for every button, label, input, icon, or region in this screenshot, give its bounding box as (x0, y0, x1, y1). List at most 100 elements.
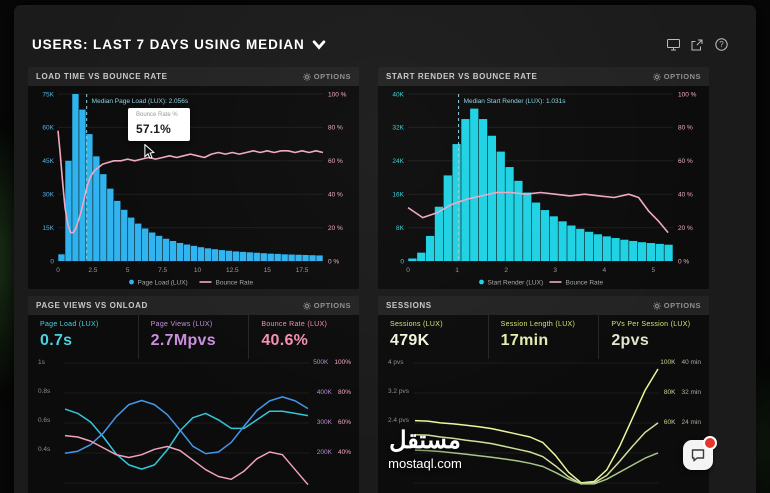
svg-text:0 %: 0 % (328, 258, 339, 265)
watermark: مستقل mostaql.com (330, 426, 520, 471)
svg-text:45K: 45K (42, 158, 54, 165)
svg-text:4: 4 (602, 267, 606, 274)
help-icon[interactable]: ? (714, 38, 728, 52)
share-icon[interactable] (690, 38, 704, 52)
svg-text:Bounce Rate: Bounce Rate (216, 280, 254, 287)
panel-title: LOAD TIME VS BOUNCE RATE (36, 72, 168, 81)
svg-text:0 %: 0 % (678, 258, 689, 265)
metric-sessions: Sessions (LUX) 479K (390, 321, 443, 349)
svg-text:5: 5 (652, 267, 656, 274)
options-button[interactable]: OPTIONS (302, 301, 351, 310)
svg-text:?: ? (719, 40, 724, 49)
chart-area[interactable]: Page Load (LUX) 0.7s Page Views (LUX) 2.… (28, 315, 359, 493)
options-button[interactable]: OPTIONS (652, 301, 701, 310)
start-render-histogram: 40K 100 % 32K 80 % 24K 60 % 16K 40 % 8K 20 % 0 0 % 0… (378, 86, 709, 289)
svg-text:12.5: 12.5 (226, 267, 239, 274)
svg-text:40K: 40K (392, 91, 404, 98)
gear-icon (652, 301, 661, 310)
svg-text:100 %: 100 % (678, 91, 697, 98)
metric-page-views: Page Views (LUX) 2.7Mpvs (137, 315, 249, 359)
svg-text:Median Page Load (LUX): 2.056s: Median Page Load (LUX): 2.056s (92, 98, 189, 105)
panel-start-render-vs-bounce-rate: START RENDER VS BOUNCE RATE OPTIONS 40K 1… (378, 67, 709, 289)
options-button[interactable]: OPTIONS (652, 72, 701, 81)
svg-text:0: 0 (406, 267, 410, 274)
svg-text:100 %: 100 % (328, 91, 347, 98)
metric-pvs-per-session: PVs Per Session (LUX) 2pvs (598, 315, 709, 359)
svg-text:16K: 16K (392, 192, 404, 199)
sessions-line-chart (414, 362, 659, 493)
svg-text:0: 0 (50, 258, 54, 265)
svg-text:5: 5 (126, 267, 130, 274)
chat-widget-button[interactable] (683, 436, 717, 470)
options-button[interactable]: OPTIONS (302, 72, 351, 81)
svg-text:15: 15 (264, 267, 272, 274)
page-views-line-chart (64, 362, 309, 493)
panel-title: START RENDER VS BOUNCE RATE (386, 72, 538, 81)
metrics-row: Page Load (LUX) 0.7s Page Views (LUX) 2.… (28, 315, 359, 359)
svg-text:80 %: 80 % (328, 125, 343, 132)
mouse-cursor-icon (144, 144, 155, 159)
svg-text:Start Render (LUX): Start Render (LUX) (488, 280, 544, 287)
svg-text:20 %: 20 % (678, 225, 693, 232)
svg-text:32K: 32K (392, 125, 404, 132)
svg-text:3: 3 (553, 267, 557, 274)
svg-text:Median Start Render (LUX): 1.0: Median Start Render (LUX): 1.031s (464, 98, 567, 105)
y-axis-right-labels: 500K 100% 400K 80% 300K 60% 200K 40% (313, 359, 351, 456)
watermark-domain: mostaql.com (388, 456, 462, 471)
dashboard-title-dropdown[interactable]: USERS: LAST 7 DAYS USING MEDIAN (32, 37, 326, 52)
svg-text:60 %: 60 % (678, 158, 693, 165)
metric-page-load: Page Load (LUX) 0.7s (40, 321, 99, 349)
svg-text:0: 0 (56, 267, 60, 274)
svg-text:17.5: 17.5 (296, 267, 309, 274)
svg-text:40 %: 40 % (678, 192, 693, 199)
svg-text:24K: 24K (392, 158, 404, 165)
chart-tooltip: Bounce Rate % 57.1% (128, 108, 190, 141)
metric-bounce-rate: Bounce Rate (LUX) 40.6% (248, 315, 359, 359)
chat-bubble-icon (691, 449, 705, 462)
svg-text:7.5: 7.5 (158, 267, 167, 274)
svg-text:8K: 8K (396, 225, 405, 232)
svg-text:0: 0 (400, 258, 404, 265)
svg-text:75K: 75K (42, 91, 54, 98)
svg-text:2.5: 2.5 (88, 267, 97, 274)
watermark-arabic: مستقل (389, 427, 461, 454)
panel-load-time-vs-bounce-rate: LOAD TIME VS BOUNCE RATE OPTIONS 75K 100 … (28, 67, 359, 289)
svg-text:10: 10 (194, 267, 202, 274)
notification-badge (703, 436, 717, 450)
monitor-screen: USERS: LAST 7 DAYS USING MEDIAN ? LOAD T… (14, 5, 756, 493)
svg-text:20 %: 20 % (328, 225, 343, 232)
metrics-row: Sessions (LUX) 479K Session Length (LUX)… (378, 315, 709, 359)
dashboard-header: USERS: LAST 7 DAYS USING MEDIAN ? (32, 37, 728, 52)
y-axis-left-labels: 1s 0.8s 0.6s 0.4s (38, 359, 51, 453)
panel-header: LOAD TIME VS BOUNCE RATE OPTIONS (28, 67, 359, 86)
chart-area[interactable]: 75K 100 % 60K 80 % 45K 60 % 30K 40 % 15K 20 % 0 0 %… (28, 86, 359, 289)
svg-text:30K: 30K (42, 192, 54, 199)
panel-sessions: SESSIONS OPTIONS Sessions (LUX) 479K Ses… (378, 296, 709, 493)
svg-text:15K: 15K (42, 225, 54, 232)
svg-text:1: 1 (455, 267, 459, 274)
svg-text:60K: 60K (42, 125, 54, 132)
panel-page-views-vs-onload: PAGE VIEWS VS ONLOAD OPTIONS Page Load (… (28, 296, 359, 493)
svg-text:60 %: 60 % (328, 158, 343, 165)
display-icon[interactable] (666, 38, 680, 52)
panel-title: PAGE VIEWS VS ONLOAD (36, 301, 148, 310)
gear-icon (652, 72, 661, 81)
svg-text:Bounce Rate: Bounce Rate (566, 280, 604, 287)
svg-text:2: 2 (504, 267, 508, 274)
svg-text:80 %: 80 % (678, 125, 693, 132)
metric-session-length: Session Length (LUX) 17min (487, 315, 599, 359)
chevron-down-icon[interactable] (312, 38, 326, 52)
page-title: USERS: LAST 7 DAYS USING MEDIAN (32, 37, 305, 52)
panel-header: SESSIONS OPTIONS (378, 296, 709, 315)
panel-header: PAGE VIEWS VS ONLOAD OPTIONS (28, 296, 359, 315)
panel-title: SESSIONS (386, 301, 432, 310)
gear-icon (302, 72, 311, 81)
chart-area[interactable]: 40K 100 % 32K 80 % 24K 60 % 16K 40 % 8K 20 % 0 0 % 0… (378, 86, 709, 289)
chart-area[interactable]: Sessions (LUX) 479K Session Length (LUX)… (378, 315, 709, 493)
panel-header: START RENDER VS BOUNCE RATE OPTIONS (378, 67, 709, 86)
svg-text:Page Load (LUX): Page Load (LUX) (138, 280, 188, 287)
svg-text:40 %: 40 % (328, 192, 343, 199)
gear-icon (302, 301, 311, 310)
load-time-histogram: 75K 100 % 60K 80 % 45K 60 % 30K 40 % 15K 20 % 0 0 %… (28, 86, 359, 289)
